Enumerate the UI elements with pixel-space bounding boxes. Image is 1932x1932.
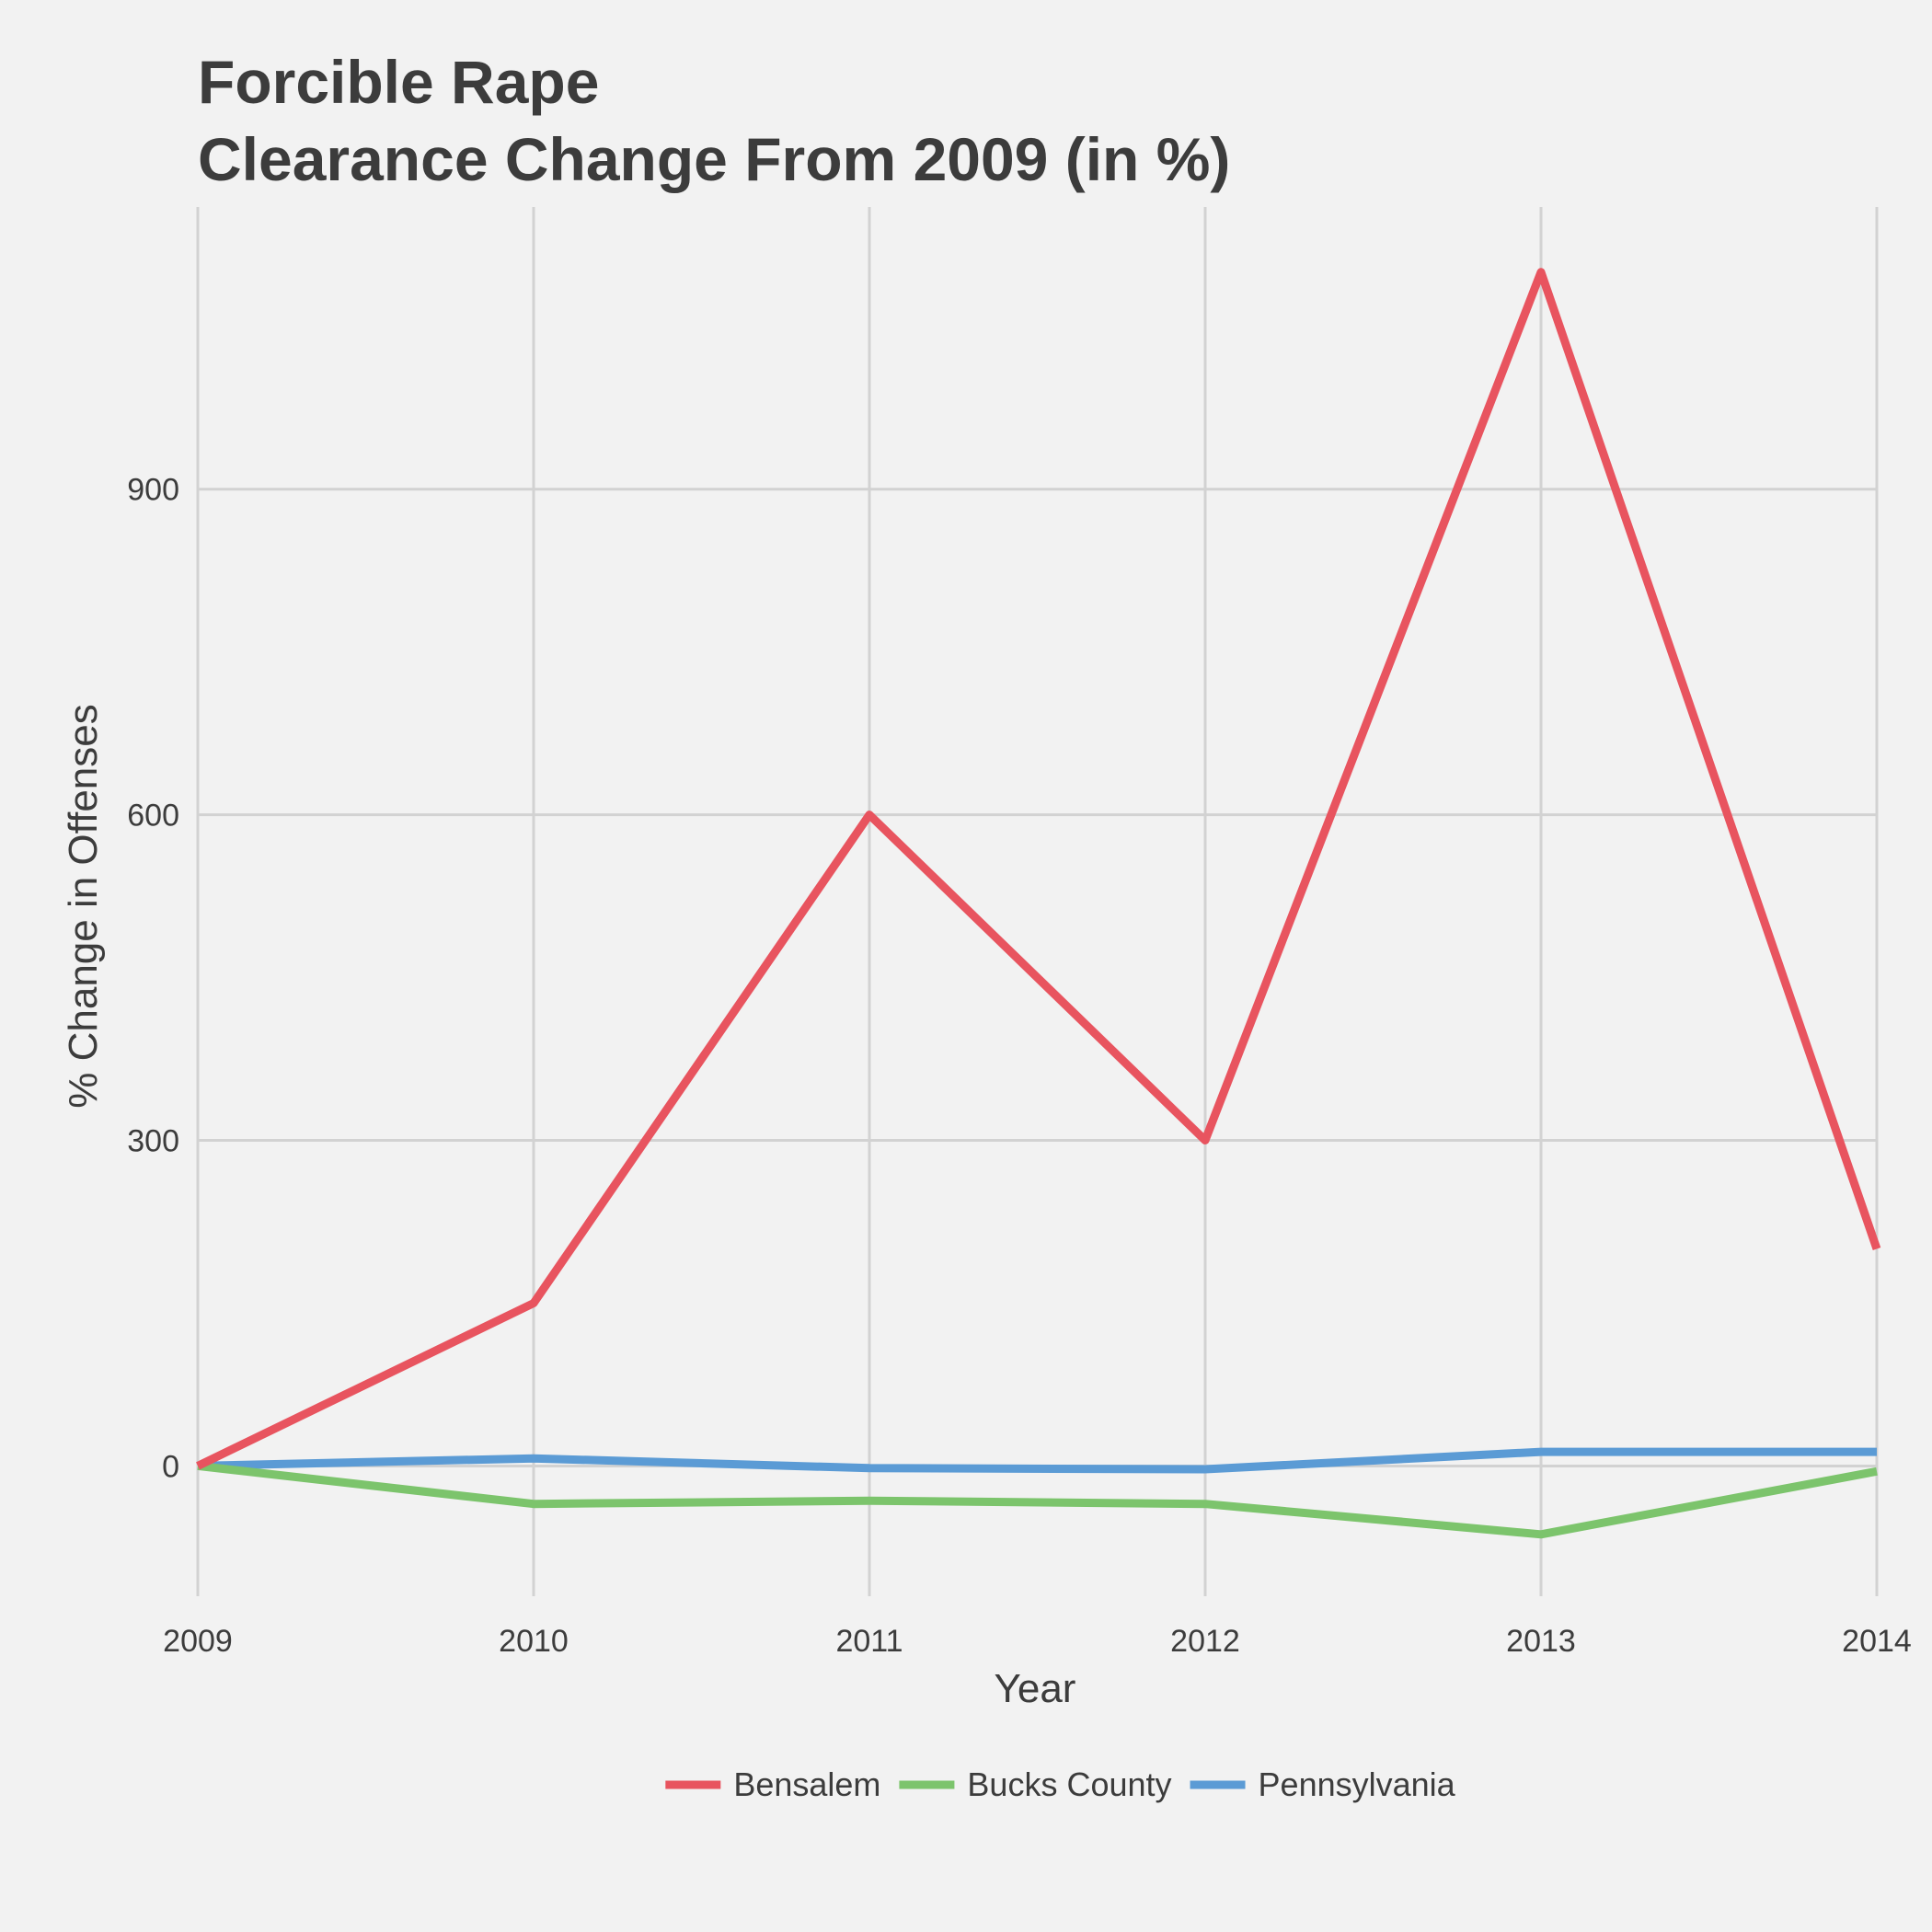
y-axis-title: % Change in Offenses: [61, 704, 106, 1108]
series-line-bucks-county: [197, 1461, 1878, 1539]
series-lines: [196, 268, 1881, 1539]
x-tick-label: 2009: [163, 1624, 233, 1659]
series-line-bensalem: [196, 268, 1881, 1470]
legend-label-bensalem: Bensalem: [733, 1765, 880, 1803]
y-axis-tick-labels: 0 300 600 900: [127, 473, 179, 1485]
chart-title-line-2: Clearance Change From 2009 (in %): [198, 125, 1230, 193]
vertical-gridlines: [196, 207, 1879, 1596]
chart-title: Forcible Rape Clearance Change From 2009…: [198, 48, 1230, 193]
x-tick-label: 2012: [1170, 1624, 1240, 1659]
x-tick-label: 2010: [499, 1624, 569, 1659]
x-tick-label: 2014: [1842, 1624, 1912, 1659]
series-line-pennsylvania: [197, 1447, 1877, 1474]
legend-label-pennsylvania: Pennsylvania: [1259, 1765, 1456, 1803]
x-tick-label: 2011: [835, 1624, 903, 1659]
y-tick-label: 900: [127, 473, 179, 508]
legend: Bensalem Bucks County Pennsylvania: [665, 1765, 1456, 1803]
y-tick-label: 300: [127, 1124, 179, 1159]
y-tick-label: 600: [127, 799, 179, 834]
chart-title-line-1: Forcible Rape: [198, 48, 599, 116]
x-axis-title: Year: [995, 1666, 1076, 1711]
legend-label-bucks-county: Bucks County: [967, 1765, 1171, 1803]
x-axis-tick-labels: 2009 2010 2011 2012 2013 2014: [163, 1624, 1912, 1659]
y-tick-label: 0: [162, 1449, 179, 1484]
x-tick-label: 2013: [1506, 1624, 1576, 1659]
